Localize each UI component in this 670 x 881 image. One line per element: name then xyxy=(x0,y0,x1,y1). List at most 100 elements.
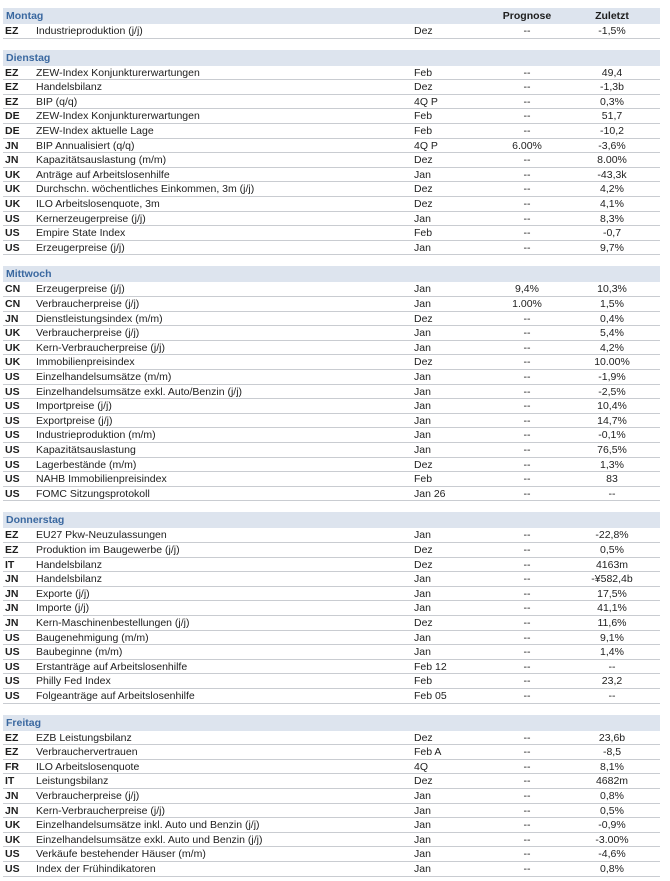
country-code: US xyxy=(5,631,20,644)
indicator: Handelsbilanz xyxy=(36,573,102,586)
previous: 17,5% xyxy=(597,587,627,600)
indicator: ILO Arbeitslosenquote, 3m xyxy=(36,198,160,210)
country-code: JN xyxy=(5,617,19,629)
country-code: UK xyxy=(5,833,21,846)
forecast: -- xyxy=(523,385,531,398)
table-row: UK Einzelhandelsumsätze exkl. Auto und Be… xyxy=(3,833,660,848)
indicator: BIP Annualisiert (q/q) xyxy=(36,139,135,152)
country-code: CN xyxy=(5,298,21,310)
period: Jan xyxy=(414,848,431,861)
indicator: Kernerzeugerpreise (j/j) xyxy=(36,212,146,225)
table-row: JN Kern-Maschinenbestellungen (j/j) Dez -- 1… xyxy=(3,616,660,631)
day-label: Mittwoch xyxy=(6,268,52,281)
country-code: IT xyxy=(5,558,15,571)
indicator: EZB Leistungsbilanz xyxy=(36,731,132,744)
day-header: Montag Prognose Zuletzt xyxy=(3,8,660,24)
indicator: Durchschn. wöchentliches Einkommen, 3m (… xyxy=(36,183,255,196)
previous: 51,7 xyxy=(601,110,623,123)
previous: -22,8% xyxy=(595,529,629,542)
table-row: UK ILO Arbeitslosenquote, 3m Dez -- 4,1% xyxy=(3,197,660,212)
table-row: JN Handelsbilanz Jan -- -¥582,4b xyxy=(3,572,660,587)
table-row: US Kapazitätsauslastung Jan -- 76,5% xyxy=(3,443,660,458)
table-row: CN Verbraucherpreise (j/j) Jan 1.00% 1,5% xyxy=(3,297,660,312)
forecast: -- xyxy=(523,25,531,37)
country-code: US xyxy=(5,690,20,702)
table-row: JN Kern-Verbraucherpreise (j/j) Jan -- 0,5% xyxy=(3,804,660,819)
country-code: EZ xyxy=(5,81,19,94)
country-code: EZ xyxy=(5,25,19,37)
period: Dez xyxy=(414,356,433,369)
period: Jan xyxy=(414,444,431,456)
country-code: UK xyxy=(5,327,21,340)
table-row: JN BIP Annualisiert (q/q) 4Q P 6.00% -3,6% xyxy=(3,139,660,154)
forecast: -- xyxy=(523,168,531,181)
indicator: Index der Frühindikatoren xyxy=(36,863,156,875)
forecast: -- xyxy=(523,429,531,442)
previous: 8.00% xyxy=(597,154,627,167)
previous: -43,3k xyxy=(597,168,627,181)
previous: 1,5% xyxy=(600,298,624,310)
table-row: US Industrieproduktion (m/m) Jan -- -0,1% xyxy=(3,428,660,443)
forecast: -- xyxy=(523,863,531,875)
indicator: Verbraucherpreise (j/j) xyxy=(36,327,140,340)
table-row: EZ Verbrauchervertrauen Feb A -- -8,5 xyxy=(3,745,660,760)
country-code: US xyxy=(5,212,20,225)
forecast: -- xyxy=(523,241,531,254)
country-code: EZ xyxy=(5,731,19,744)
table-row: US Einzelhandelsumsätze exkl. Auto/Benzin… xyxy=(3,385,660,400)
forecast: -- xyxy=(523,95,531,108)
indicator: ZEW-Index aktuelle Lage xyxy=(36,125,154,137)
forecast: -- xyxy=(523,804,531,817)
previous: -1,3b xyxy=(600,81,624,94)
table-row: IT Handelsbilanz Dez -- 4163m xyxy=(3,558,660,573)
table-row: EZ ZEW-Index Konjunkturerwartungen Feb -- 49… xyxy=(3,66,660,81)
period: Jan xyxy=(414,341,431,354)
previous: 1,3% xyxy=(600,458,624,471)
previous: 4,1% xyxy=(600,198,624,210)
forecast: -- xyxy=(523,731,531,744)
period: Jan xyxy=(414,371,431,383)
previous: 5,4% xyxy=(600,327,624,340)
table-row: US Empire State Index Feb -- -0,7 xyxy=(3,226,660,241)
previous: 10.00% xyxy=(594,356,630,369)
forecast: -- xyxy=(523,833,531,846)
forecast: -- xyxy=(523,631,531,644)
previous: 11,6% xyxy=(597,617,627,629)
forecast: -- xyxy=(523,356,531,369)
day-label: Freitag xyxy=(6,716,42,729)
table-row: EZ Industrieproduktion (j/j) Dez -- -1,5% xyxy=(3,24,660,39)
previous: 14,7% xyxy=(597,414,627,427)
table-row: FR ILO Arbeitslosenquote 4Q -- 8,1% xyxy=(3,760,660,775)
forecast: -- xyxy=(523,327,531,340)
period: Dez xyxy=(414,558,433,571)
previous: -10,2 xyxy=(600,125,624,137)
country-code: UK xyxy=(5,341,21,354)
forecast: -- xyxy=(523,573,531,586)
country-code: US xyxy=(5,473,20,486)
previous: -2,5% xyxy=(598,385,626,398)
indicator: Kapazitätsauslastung (m/m) xyxy=(36,154,167,167)
country-code: UK xyxy=(5,819,21,832)
table-row: US Baugenehmigung (m/m) Jan -- 9,1% xyxy=(3,631,660,646)
period: Dez xyxy=(414,544,433,556)
period: Jan xyxy=(414,602,431,615)
table-row: JN Importe (j/j) Jan -- 41,1% xyxy=(3,601,660,616)
forecast: -- xyxy=(523,371,531,383)
period: Dez xyxy=(414,731,433,744)
previous: -3.00% xyxy=(595,833,629,846)
forecast: -- xyxy=(523,458,531,471)
day-label: Montag xyxy=(6,10,44,22)
country-code: US xyxy=(5,227,20,240)
period: Feb xyxy=(414,227,433,240)
forecast: -- xyxy=(523,602,531,615)
indicator: EU27 Pkw-Neuzulassungen xyxy=(36,529,167,542)
previous: 4,2% xyxy=(600,183,624,196)
indicator: Einzelhandelsumsätze inkl. Auto und Benz… xyxy=(36,819,260,832)
forecast: -- xyxy=(523,819,531,832)
indicator: Produktion im Baugewerbe (j/j) xyxy=(36,544,180,556)
country-code: US xyxy=(5,400,20,413)
period: Jan xyxy=(414,646,431,659)
forecast: -- xyxy=(523,646,531,659)
indicator: Folgeanträge auf Arbeitslosenhilfe xyxy=(36,690,195,702)
previous: 10,3% xyxy=(597,283,627,296)
